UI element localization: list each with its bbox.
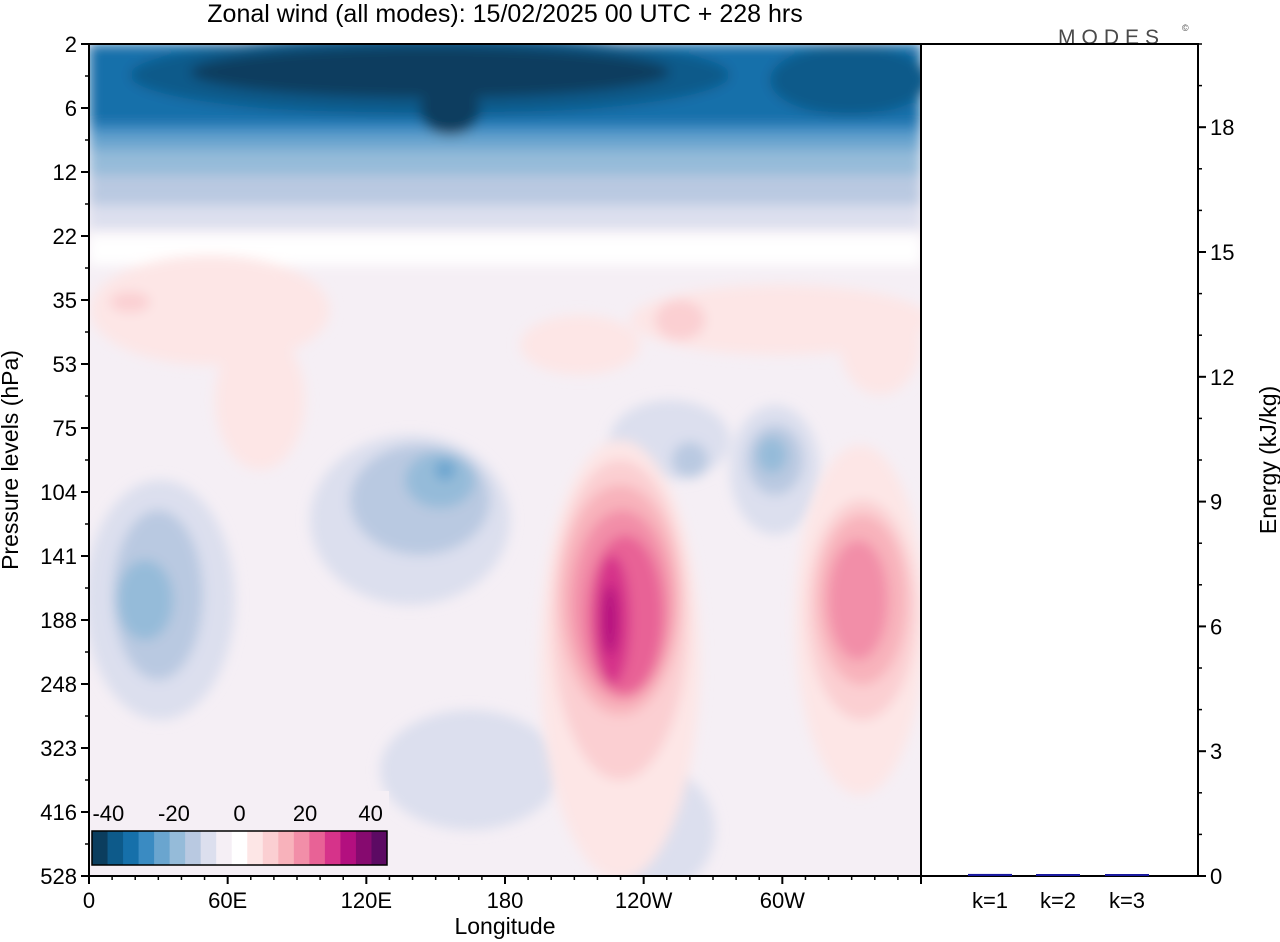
lower-easterlies bbox=[89, 400, 820, 876]
energy-category-label: k=1 bbox=[972, 888, 1008, 913]
colorbar-swatch bbox=[231, 831, 248, 865]
y-tick-label: 53 bbox=[53, 352, 77, 377]
colorbar-tick-label: 40 bbox=[358, 801, 382, 826]
x-tick-label: 60E bbox=[208, 888, 247, 913]
x-tick-label: 120W bbox=[615, 888, 673, 913]
colorbar-tick-label: 20 bbox=[293, 801, 317, 826]
jet-35w bbox=[795, 445, 921, 795]
colorbar: -40 -20 0 20 40 bbox=[90, 791, 389, 867]
colorbar-swatch bbox=[107, 831, 124, 865]
energy-axis: 0 3 6 9 12 15 18 bbox=[1198, 43, 1234, 889]
y-tick-label: 12 bbox=[53, 160, 77, 185]
y-tick-label: 528 bbox=[40, 864, 77, 889]
x-axis-title: Longitude bbox=[454, 913, 555, 939]
colorbar-tick-label: -20 bbox=[158, 801, 190, 826]
energy-bars: k=1 k=2 k=3 bbox=[968, 873, 1149, 913]
y-tick-label: 75 bbox=[53, 416, 77, 441]
jet-120w bbox=[540, 440, 700, 876]
colorbar-swatch bbox=[185, 831, 202, 865]
y-tick-label: 35 bbox=[53, 288, 77, 313]
energy-category-label: k=2 bbox=[1040, 888, 1076, 913]
colorbar-swatch bbox=[92, 831, 109, 865]
energy-axis-title: Energy (kJ/kg) bbox=[1255, 386, 1280, 534]
energy-panel-frame bbox=[920, 43, 1199, 877]
energy-category-label: k=3 bbox=[1109, 888, 1145, 913]
energy-tick-label: 15 bbox=[1210, 240, 1234, 265]
midlevel-westerly-band bbox=[89, 235, 921, 470]
y-axis-title: Pressure levels (hPa) bbox=[0, 350, 23, 570]
y-tick-label: 141 bbox=[40, 544, 77, 569]
chart-title: Zonal wind (all modes): 15/02/2025 00 UT… bbox=[207, 0, 802, 28]
colorbar-swatch bbox=[278, 831, 295, 865]
colorbar-swatch bbox=[309, 831, 326, 865]
energy-tick-label: 6 bbox=[1210, 614, 1222, 639]
energy-bar bbox=[1105, 874, 1149, 876]
longitude-axis: 0 60E 120E 180 120W 60W bbox=[83, 876, 922, 913]
x-tick-label: 0 bbox=[83, 888, 95, 913]
y-tick-label: 323 bbox=[40, 736, 77, 761]
x-tick-label: 60W bbox=[760, 888, 805, 913]
colorbar-tick-label: -40 bbox=[92, 801, 124, 826]
y-tick-label: 22 bbox=[53, 224, 77, 249]
colorbar-swatch bbox=[293, 831, 310, 865]
colorbar-frame bbox=[91, 830, 388, 866]
colorbar-swatch bbox=[169, 831, 186, 865]
energy-bar bbox=[1036, 874, 1080, 876]
energy-tick-label: 12 bbox=[1210, 365, 1234, 390]
x-tick-label: 120E bbox=[341, 888, 392, 913]
energy-tick-label: 9 bbox=[1210, 490, 1222, 515]
colorbar-swatch bbox=[371, 831, 388, 865]
y-tick-label: 188 bbox=[40, 608, 77, 633]
y-tick-label: 6 bbox=[65, 96, 77, 121]
colorbar-swatch bbox=[138, 831, 155, 865]
colorbar-swatch bbox=[355, 831, 372, 865]
logo-copyright-mark: © bbox=[1182, 23, 1189, 33]
colorbar-swatch bbox=[200, 831, 217, 865]
energy-bar bbox=[968, 873, 1012, 876]
y-tick-label: 104 bbox=[40, 480, 77, 505]
colorbar-swatch bbox=[340, 831, 357, 865]
stratospheric-easterlies bbox=[89, 44, 921, 230]
y-tick-label: 248 bbox=[40, 672, 77, 697]
energy-tick-label: 3 bbox=[1210, 739, 1222, 764]
x-tick-label: 180 bbox=[487, 888, 524, 913]
colorbar-swatch bbox=[154, 831, 171, 865]
heatmap-field bbox=[89, 44, 921, 876]
colorbar-tick-label: 0 bbox=[233, 801, 245, 826]
y-tick-label: 2 bbox=[65, 32, 77, 57]
colorbar-swatch bbox=[123, 831, 140, 865]
colorbar-swatch bbox=[262, 831, 279, 865]
energy-tick-label: 18 bbox=[1210, 115, 1234, 140]
pressure-axis: 2 6 12 22 35 53 75 104 141 188 248 323 416 528 bbox=[40, 32, 89, 889]
colorbar-swatch bbox=[247, 831, 264, 865]
colorbar-swatch bbox=[324, 831, 341, 865]
colorbar-swatch bbox=[216, 831, 233, 865]
energy-tick-label: 0 bbox=[1210, 864, 1222, 889]
y-tick-label: 416 bbox=[40, 800, 77, 825]
